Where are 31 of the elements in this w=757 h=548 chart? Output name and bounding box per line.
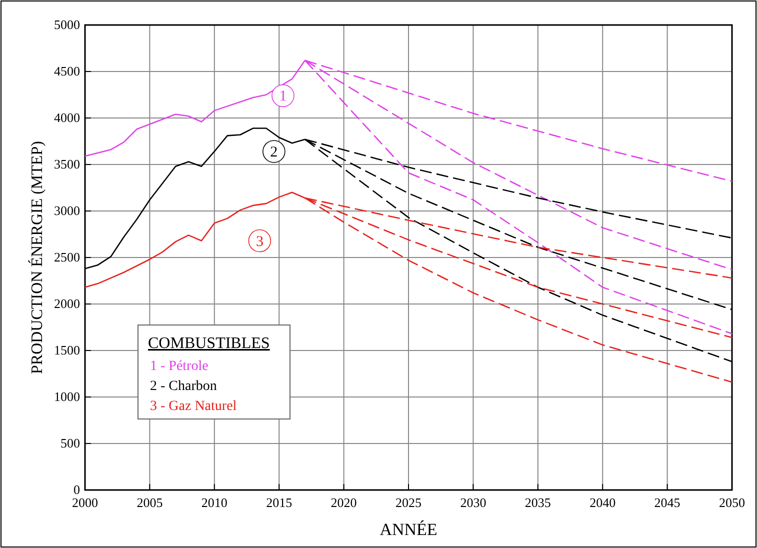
y-tick-label: 2500 (54, 250, 80, 264)
annotation: 1 (279, 88, 287, 105)
y-tick-label: 1000 (54, 389, 80, 404)
y-axis-title: PRODUCTION ÉNERGIE (MTEP) (28, 141, 46, 374)
text: 2 - Charbon (150, 379, 217, 394)
y-tick-label: 0 (74, 482, 80, 497)
legend-title: COMBUSTIBLES (148, 335, 270, 352)
y-tick-label: 3000 (54, 203, 80, 218)
x-tick-label: 2040 (590, 495, 616, 510)
y-tick-label: 3500 (54, 156, 80, 172)
y-tick-label: 4500 (54, 64, 80, 78)
y-tick-label: 500 (60, 436, 80, 450)
x-tick-label: 2010 (201, 495, 228, 510)
y-tick-label: 1500 (54, 342, 80, 358)
x-tick-label: 2005 (136, 495, 163, 510)
x-tick-label: 2030 (460, 495, 486, 510)
x-tick-label: 2015 (266, 495, 292, 510)
y-tick-label: 4000 (54, 110, 80, 125)
x-tick-label: 2050 (719, 495, 745, 510)
x-tick-label: 2035 (524, 495, 551, 510)
y-tick-label: 5000 (54, 17, 80, 32)
x-axis-title: ANNÉE (380, 520, 438, 539)
y-tick-label: 2000 (54, 296, 80, 311)
text: 3 - Gaz Naturel (150, 399, 237, 414)
x-tick-label: 2020 (330, 495, 357, 510)
x-tick-label: 2000 (72, 495, 98, 510)
x-tick-label: 2025 (396, 495, 422, 510)
annotation: 3 (256, 234, 264, 250)
annotation: 2 (270, 144, 278, 160)
x-tick-label: 2045 (654, 495, 680, 510)
text: 1 - Pétrole (150, 359, 208, 374)
